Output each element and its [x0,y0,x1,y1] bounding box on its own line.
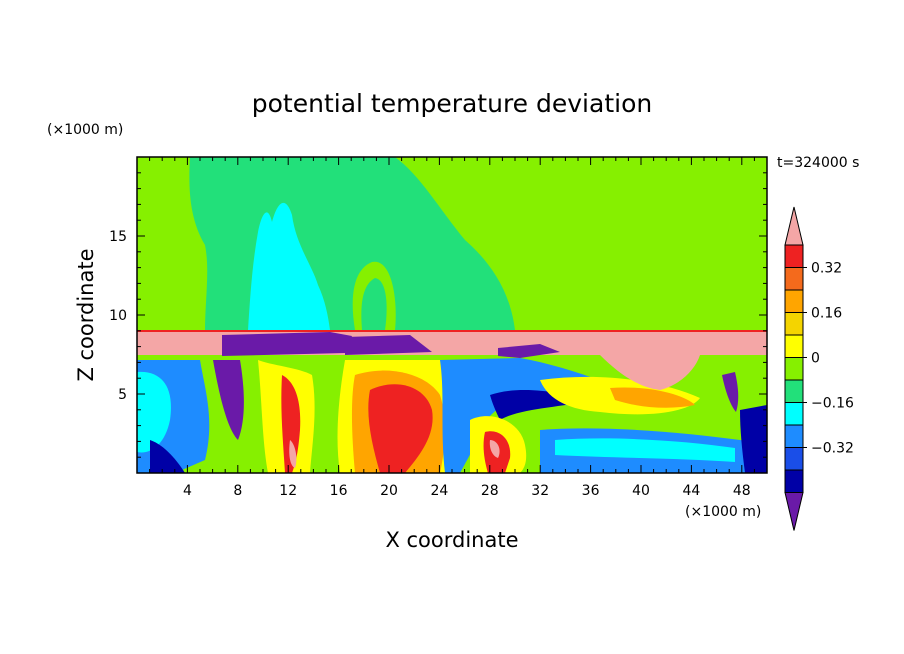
colorbar-label: −0.16 [811,396,854,412]
warm-peak-12 [289,440,297,468]
colorbar-label: 0.16 [811,306,842,322]
y-axis-title: Z coordinate [74,248,98,381]
colorbar-segment [784,244,804,268]
colorbar-segment [784,424,804,448]
colorbar-segment [784,402,804,426]
lower-purple-left [213,360,244,440]
x-tick-label: 20 [380,483,398,499]
x-axis-title: X coordinate [385,528,518,552]
y-axis: 5 10 15 [109,172,767,458]
inversion-cap-left [222,332,352,356]
warm-peak-28 [489,440,500,458]
colorbar-extend-top [784,206,804,246]
x-tick-label: 40 [632,483,650,499]
colorbar-segment [784,334,804,358]
colorbar: 0.32 0.16 0 −0.16 −0.32 [784,206,854,531]
colorbar-segment [784,447,804,471]
navy-right-edge [740,405,767,473]
colorbar-segment [784,267,804,291]
purple-right [722,372,739,412]
x-axis: 4 8 12 16 20 24 28 32 36 40 44 48 [149,157,755,499]
warm-tongue-orange [610,387,695,408]
chart-title: potential temperature deviation [252,89,652,118]
plot-area [137,157,767,473]
inversion-cap-right [498,344,560,358]
x-tick-label: 44 [682,483,700,499]
inversion-top-line [137,330,767,332]
x-tick-label: 4 [183,483,192,499]
colorbar-segment [784,379,804,403]
warm-core-20 [368,384,433,473]
colorbar-segment [784,469,804,493]
lower-cyan-left [137,371,171,453]
x-tick-label: 32 [531,483,549,499]
cyan-lower-right [555,438,735,462]
lower-navy-left [150,440,185,473]
colorbar-extend-bottom [784,492,804,531]
colorbar-segment [784,289,804,313]
upper-lobe-inner [361,278,387,330]
x-tick-label: 48 [733,483,751,499]
y-unit-label: (×1000 m) [47,122,123,138]
colorbar-segment [784,357,804,381]
colorbar-segment [784,312,804,336]
x-tick-label: 28 [481,483,499,499]
x-tick-label: 24 [430,483,448,499]
x-tick-label: 16 [330,483,348,499]
x-tick-label: 12 [279,483,297,499]
inversion-cap-mid [345,335,432,355]
y-tick-label: 15 [109,229,127,245]
x-unit-label: (×1000 m) [685,504,761,520]
x-tick-label: 8 [233,483,242,499]
upper-cyan-core [248,202,330,330]
y-tick-label: 10 [109,308,127,324]
colorbar-label: −0.32 [811,441,854,457]
y-tick-label: 5 [118,387,127,403]
time-label: t=324000 s [777,155,859,171]
colorbar-label: 0.32 [811,261,842,277]
warm-core-12 [281,375,301,473]
colorbar-label: 0 [811,351,820,367]
x-tick-label: 36 [582,483,600,499]
warm-dip-right [600,355,700,390]
